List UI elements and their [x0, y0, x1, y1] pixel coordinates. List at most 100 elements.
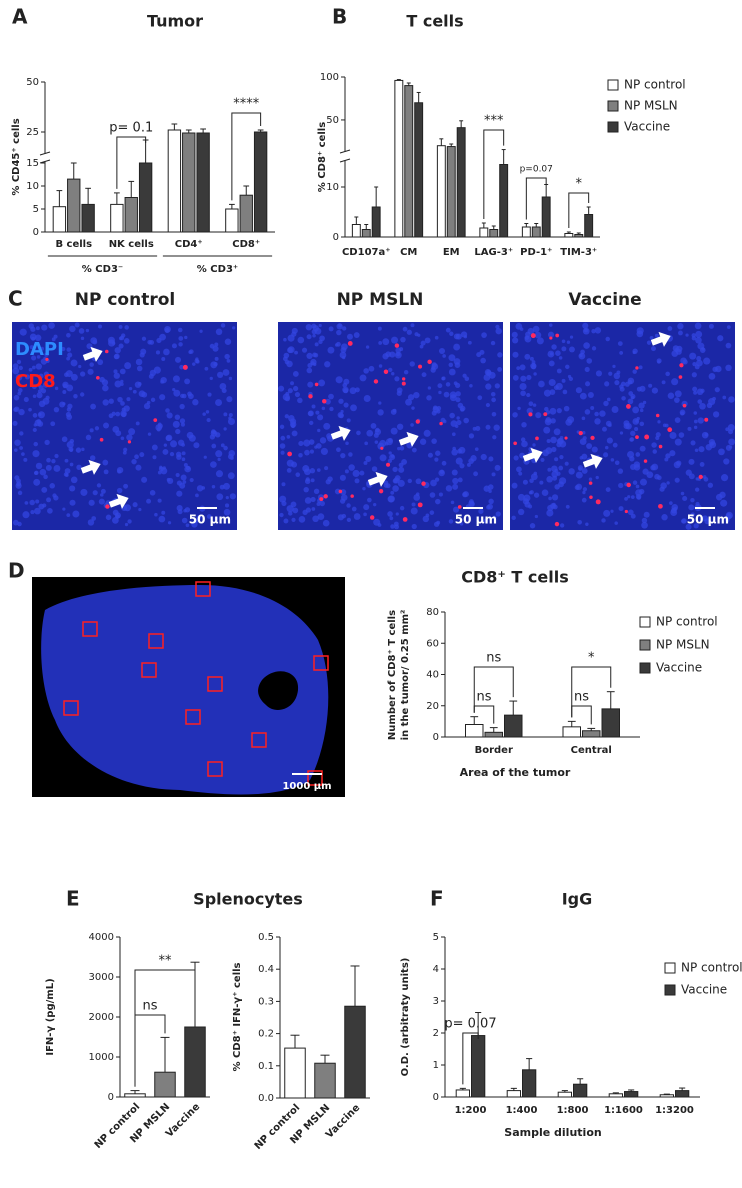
- nucleus: [459, 522, 464, 526]
- nucleus: [388, 367, 393, 372]
- nucleus: [614, 380, 620, 386]
- nucleus: [373, 518, 381, 526]
- nucleus: [315, 443, 322, 449]
- nucleus: [427, 452, 433, 458]
- significance-label: **: [159, 954, 173, 969]
- nucleus: [85, 328, 90, 333]
- nucleus: [549, 323, 553, 327]
- nucleus: [116, 466, 124, 474]
- nucleus: [449, 394, 457, 402]
- nucleus: [66, 513, 71, 517]
- nucleus: [181, 442, 185, 447]
- nucleus: [518, 508, 525, 516]
- nucleus: [314, 342, 319, 347]
- nucleus: [610, 509, 614, 513]
- nucleus: [293, 385, 299, 392]
- cd8-cell: [401, 377, 406, 381]
- nucleus: [353, 332, 360, 338]
- roi-square: [141, 662, 157, 678]
- nucleus: [406, 329, 412, 335]
- nucleus: [220, 323, 226, 328]
- bar: [436, 145, 446, 238]
- nucleus: [651, 387, 659, 394]
- y-tick-label: 50: [326, 115, 339, 126]
- nucleus: [488, 371, 496, 379]
- nucleus: [394, 376, 400, 382]
- nucleus: [340, 409, 344, 414]
- nucleus: [389, 454, 396, 461]
- y-axis-label: in the tumor/ 0.25 mm²: [400, 610, 411, 741]
- nucleus: [118, 336, 123, 341]
- chart-title: IgG: [562, 890, 593, 909]
- nucleus: [323, 422, 331, 430]
- nucleus: [159, 394, 166, 401]
- nucleus: [685, 523, 692, 530]
- x-tick-label: 1:1600: [604, 1105, 643, 1116]
- nucleus: [176, 505, 183, 512]
- bar: [182, 132, 196, 233]
- nucleus: [113, 372, 120, 379]
- nucleus: [327, 346, 335, 354]
- nucleus: [485, 383, 492, 390]
- nucleus: [291, 424, 295, 429]
- nucleus: [112, 509, 119, 516]
- nucleus: [132, 389, 137, 394]
- y-axis-label: % CD8⁺ cells: [317, 122, 328, 192]
- nucleus: [578, 467, 583, 471]
- nucleus: [288, 511, 293, 516]
- nucleus: [31, 365, 36, 370]
- nucleus: [126, 434, 133, 441]
- nucleus: [441, 460, 447, 466]
- nucleus: [678, 330, 683, 336]
- nucleus: [696, 359, 703, 367]
- nucleus: [103, 422, 110, 429]
- nucleus: [310, 478, 315, 483]
- nucleus: [139, 352, 145, 358]
- nucleus: [555, 382, 563, 391]
- nucleus: [436, 520, 441, 525]
- nucleus: [601, 518, 606, 523]
- significance-bracket: [483, 129, 505, 219]
- nucleus: [316, 468, 321, 472]
- nucleus: [434, 477, 440, 482]
- nucleus: [674, 438, 682, 446]
- nucleus: [575, 483, 583, 490]
- y-tick-label: 10: [26, 181, 39, 192]
- cd8-cell: [314, 382, 319, 387]
- cd8-cell: [682, 403, 687, 408]
- nucleus: [352, 469, 360, 478]
- nucleus: [138, 507, 142, 512]
- nucleus: [64, 468, 71, 474]
- x-tick-label: TIM-3⁺: [560, 247, 597, 258]
- nucleus: [228, 416, 232, 420]
- nucleus: [703, 357, 711, 365]
- image-title: Vaccine: [568, 290, 641, 310]
- nucleus: [96, 483, 102, 488]
- significance-label: ****: [233, 97, 260, 112]
- nucleus: [324, 361, 331, 368]
- nucleus: [549, 352, 554, 356]
- x-tick-label: CM: [400, 247, 417, 258]
- nucleus: [224, 503, 230, 508]
- arrow: [650, 331, 671, 347]
- bar: [314, 1062, 336, 1099]
- nucleus: [280, 450, 285, 455]
- nucleus: [346, 333, 353, 340]
- nucleus: [378, 341, 383, 345]
- nucleus: [463, 417, 470, 424]
- y-tick-label: 4: [433, 964, 439, 975]
- chart-title: Tumor: [147, 12, 203, 31]
- nucleus: [521, 440, 528, 448]
- nucleus: [160, 376, 167, 384]
- nucleus: [90, 403, 96, 410]
- nucleus: [22, 511, 30, 519]
- nucleus: [287, 388, 293, 394]
- nucleus: [303, 439, 311, 447]
- significance-bracket: [473, 705, 495, 724]
- nucleus: [680, 411, 685, 416]
- nucleus: [92, 339, 98, 345]
- nucleus: [123, 447, 128, 452]
- y-tick-label: 5: [33, 204, 39, 215]
- y-tick-label: 1000: [89, 1052, 114, 1063]
- nucleus: [28, 367, 33, 372]
